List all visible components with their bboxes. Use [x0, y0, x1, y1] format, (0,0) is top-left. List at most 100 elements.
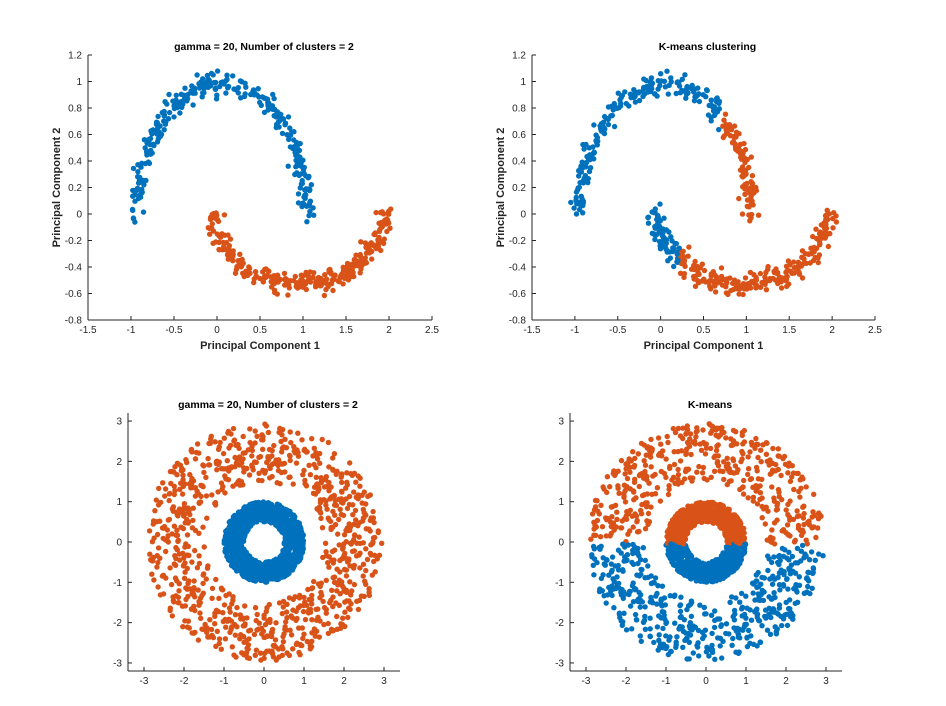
data-point — [714, 276, 720, 282]
data-point — [280, 646, 286, 652]
data-point — [309, 638, 315, 644]
scatter-points — [129, 68, 394, 299]
data-point — [341, 532, 348, 538]
data-point — [213, 79, 219, 86]
data-point — [270, 559, 277, 565]
data-point — [237, 612, 243, 618]
data-point — [375, 528, 381, 534]
data-point — [812, 557, 818, 563]
data-point — [708, 97, 715, 104]
data-point — [742, 191, 748, 197]
data-point — [645, 86, 651, 93]
data-point — [742, 275, 749, 281]
data-point — [605, 121, 612, 128]
data-point — [313, 628, 320, 634]
data-point — [624, 552, 631, 558]
data-point — [307, 269, 313, 275]
data-point — [166, 516, 173, 523]
x-tick-label: 0.5 — [697, 325, 711, 336]
data-point — [334, 566, 340, 572]
data-point — [229, 644, 235, 650]
data-point — [222, 548, 228, 554]
data-point — [713, 572, 719, 579]
data-point — [674, 80, 680, 86]
data-point — [200, 590, 206, 596]
data-point — [214, 92, 220, 98]
data-point — [265, 103, 271, 109]
y-tick-label: -0.8 — [65, 316, 83, 327]
data-point — [302, 477, 308, 484]
data-point — [349, 548, 356, 555]
data-point — [282, 542, 289, 548]
data-point — [254, 517, 261, 523]
data-point — [629, 626, 635, 632]
data-point — [652, 236, 658, 243]
data-point — [709, 630, 715, 637]
data-point — [694, 263, 700, 270]
data-point — [348, 541, 354, 547]
data-point — [234, 624, 240, 630]
data-point — [720, 123, 726, 129]
data-point — [313, 617, 320, 623]
data-point — [204, 79, 210, 85]
data-point — [267, 507, 274, 513]
data-point — [301, 279, 308, 286]
data-point — [347, 563, 353, 569]
data-point — [675, 564, 681, 570]
data-point — [368, 552, 374, 558]
data-point — [246, 472, 253, 478]
data-point — [287, 144, 294, 150]
data-point — [144, 149, 150, 156]
data-point — [273, 620, 279, 626]
data-point — [316, 486, 322, 492]
data-point — [325, 439, 332, 446]
data-point — [321, 604, 328, 611]
data-point — [785, 470, 791, 476]
data-point — [645, 220, 652, 226]
data-point — [369, 256, 375, 262]
data-point — [703, 517, 710, 523]
data-point — [204, 72, 211, 79]
data-point — [281, 506, 288, 512]
data-point — [221, 602, 228, 608]
data-point — [190, 102, 196, 108]
data-point — [182, 85, 188, 91]
data-point — [191, 585, 197, 591]
data-point — [360, 515, 367, 521]
data-point — [740, 291, 746, 298]
data-point — [297, 641, 304, 648]
data-point — [192, 456, 199, 462]
data-point — [268, 629, 275, 636]
data-point — [591, 507, 598, 513]
data-point — [807, 260, 813, 266]
data-point — [340, 615, 346, 621]
data-point — [252, 571, 259, 577]
data-point — [355, 473, 361, 479]
data-point — [682, 72, 688, 78]
data-point — [684, 558, 690, 564]
data-point — [196, 530, 202, 536]
data-point — [278, 469, 285, 476]
data-point — [271, 442, 277, 449]
data-point — [193, 449, 199, 456]
data-point — [683, 510, 689, 516]
data-point — [164, 537, 170, 543]
data-point — [724, 481, 730, 488]
data-point — [319, 436, 325, 443]
data-point — [285, 536, 291, 543]
data-point — [299, 203, 305, 210]
data-point — [314, 279, 320, 285]
data-point — [345, 614, 351, 621]
data-point — [712, 281, 718, 288]
data-point — [576, 206, 583, 213]
data-point — [353, 517, 359, 523]
data-point — [351, 273, 357, 280]
y-tick-label: 1 — [76, 77, 82, 88]
data-point — [307, 279, 314, 285]
data-point — [275, 646, 282, 652]
data-point — [141, 182, 147, 188]
data-point — [630, 524, 636, 530]
data-point — [203, 493, 210, 499]
x-tick-label: 1 — [300, 325, 306, 336]
